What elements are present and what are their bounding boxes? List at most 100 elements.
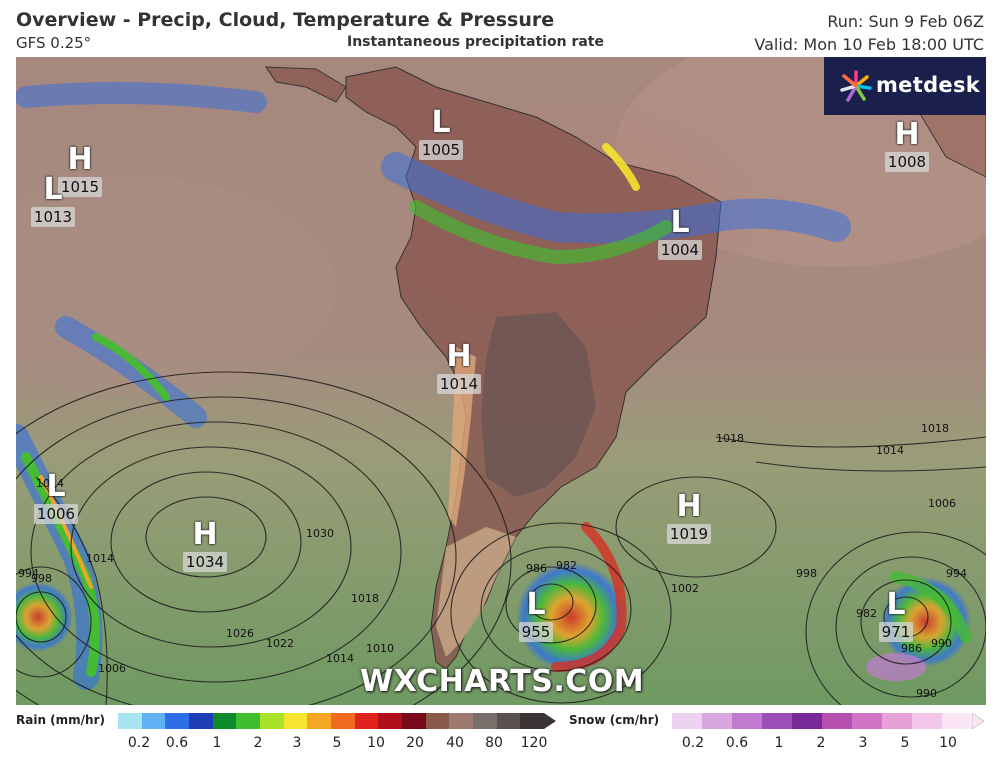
tick-label: 1 <box>774 735 784 751</box>
color-swatch <box>702 713 732 729</box>
color-swatch <box>496 713 521 729</box>
watermark: WXCHARTS.COM <box>360 664 645 699</box>
isobar-label: 990 <box>931 637 952 650</box>
tick-label: 3 <box>858 735 868 751</box>
legend-bar: Rain (mm/hr) 0.2 0.6 1 2 3 5 10 20 40 80 120 Snow … <box>0 705 1000 767</box>
color-swatch <box>188 713 213 729</box>
isobar-label: 1022 <box>266 637 294 650</box>
pressure-center: L 971 <box>866 590 926 642</box>
tick-label: 0.2 <box>681 735 705 751</box>
isobar-label: 1018 <box>716 432 744 445</box>
isobar-label: 1018 <box>351 592 379 605</box>
color-swatch <box>882 713 912 729</box>
valid-time: Valid: Mon 10 Feb 18:00 UTC <box>754 35 984 54</box>
tick-label: 1 <box>212 735 222 751</box>
isobar-label: 1030 <box>306 527 334 540</box>
snow-legend-label: Snow (cm/hr) <box>569 713 660 727</box>
pressure-center: H 1015 <box>50 145 110 197</box>
color-swatch <box>165 713 189 729</box>
tick-label: 10 <box>367 735 385 751</box>
color-swatch <box>307 713 331 729</box>
pressure-type: H <box>192 517 218 552</box>
pressure-center: L 1006 <box>26 472 86 524</box>
snow-scale-arrow-icon <box>972 713 984 729</box>
pressure-center: H 1008 <box>877 120 937 172</box>
pressure-type: H <box>67 142 93 177</box>
metdesk-logo-icon <box>840 70 872 102</box>
pressure-value: 1005 <box>418 140 464 160</box>
rain-legend-label: Rain (mm/hr) <box>16 713 105 727</box>
isobar-label: 1026 <box>226 627 254 640</box>
isobar-label: 982 <box>856 607 877 620</box>
pressure-type: L <box>526 587 546 622</box>
color-swatch <box>520 713 544 729</box>
isobar-label: 986 <box>526 562 547 575</box>
weather-map[interactable]: 1018 1014 1006 1030 1026 1022 1018 1014 … <box>16 57 986 705</box>
tick-label: 2 <box>253 735 263 751</box>
color-swatch <box>762 713 792 729</box>
isobar-label: 990 <box>916 687 937 700</box>
pressure-value: 955 <box>518 622 554 642</box>
tick-label: 0.6 <box>165 735 189 751</box>
pressure-type: L <box>43 172 63 207</box>
color-swatch <box>354 713 379 729</box>
pressure-center: L 1004 <box>650 208 710 260</box>
isobar-label: 1006 <box>98 662 126 675</box>
color-swatch <box>236 713 260 729</box>
isobar-label: 982 <box>556 559 577 572</box>
color-swatch <box>330 713 355 729</box>
pressure-center: L 1005 <box>411 108 471 160</box>
tick-label: 5 <box>332 735 342 751</box>
tick-label: 5 <box>900 735 910 751</box>
pressure-type: H <box>676 489 702 524</box>
pressure-value: 1008 <box>884 152 930 172</box>
rain-scale-arrow-icon <box>544 713 556 729</box>
isobars <box>16 371 986 705</box>
isobar-label: 998 <box>796 567 817 580</box>
pressure-center: L 1013 <box>23 175 83 227</box>
pressure-value: 1019 <box>666 524 712 544</box>
snow-color-scale <box>672 713 972 729</box>
pressure-center: H 1014 <box>429 342 489 394</box>
tick-label: 3 <box>292 735 302 751</box>
color-swatch <box>792 713 822 729</box>
isobar-label: 1002 <box>671 582 699 595</box>
color-swatch <box>212 713 237 729</box>
color-swatch <box>283 713 308 729</box>
tick-label: 40 <box>446 735 464 751</box>
color-swatch <box>378 713 402 729</box>
color-swatch <box>732 713 762 729</box>
pressure-center: H 1019 <box>659 492 719 544</box>
pressure-value: 971 <box>878 622 914 642</box>
chart-title: Overview - Precip, Cloud, Temperature & … <box>16 9 555 31</box>
model-name: GFS 0.25° <box>16 34 92 52</box>
tick-label: 0.6 <box>725 735 749 751</box>
chart-header: Overview - Precip, Cloud, Temperature & … <box>0 0 1000 57</box>
tick-label: 20 <box>406 735 424 751</box>
isobar-label: 1014 <box>876 444 904 457</box>
pressure-type: L <box>46 469 66 504</box>
rain-color-scale <box>118 713 544 729</box>
isobar-label: 1014 <box>36 477 64 490</box>
color-swatch <box>852 713 882 729</box>
color-swatch <box>425 713 450 729</box>
tick-label: 120 <box>520 735 548 751</box>
tick-label: 0.2 <box>127 735 151 751</box>
tick-label: 2 <box>816 735 826 751</box>
color-swatch <box>942 713 972 729</box>
isobar-label: 998 <box>31 572 52 585</box>
tick-label: 10 <box>939 735 957 751</box>
color-swatch <box>118 713 142 729</box>
central-america-land <box>265 66 347 103</box>
color-swatch <box>912 713 942 729</box>
color-swatch <box>259 713 284 729</box>
metdesk-logo: metdesk <box>824 57 986 115</box>
precip-bands <box>16 82 972 690</box>
color-swatch <box>822 713 852 729</box>
isobar-label: 994 <box>946 567 967 580</box>
pressure-type: H <box>894 117 920 152</box>
pressure-value: 1015 <box>57 177 103 197</box>
isobar-label: 1014 <box>86 552 114 565</box>
pressure-value: 1014 <box>436 374 482 394</box>
isobar-label: 1006 <box>928 497 956 510</box>
